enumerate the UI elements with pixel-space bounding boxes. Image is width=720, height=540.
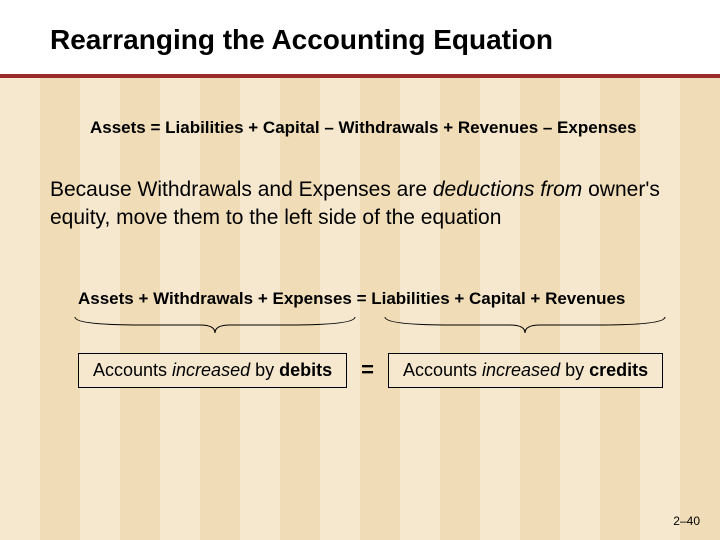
box-right-bold: credits [589,360,648,380]
box-credits: Accounts increased by credits [388,353,663,388]
box-debits: Accounts increased by debits [78,353,347,388]
equals-sign: = [361,357,374,383]
boxes-row: Accounts increased by debits = Accounts … [50,353,670,388]
brace-row [50,315,670,335]
box-left-bold: debits [279,360,332,380]
description-text: Because Withdrawals and Expenses are ded… [50,176,670,233]
box-right-italic: increased [482,360,560,380]
box-right-pre: Accounts [403,360,482,380]
title-underline [0,74,720,78]
equation-original: Assets = Liabilities + Capital – Withdra… [50,118,670,138]
page-number: 2–40 [673,514,700,528]
desc-pre: Because Withdrawals and Expenses are [50,178,433,201]
slide-title: Rearranging the Accounting Equation [0,0,720,74]
box-left-pre: Accounts [93,360,172,380]
brace-left [70,315,360,335]
box-right-mid: by [560,360,589,380]
equation-rearranged: Assets + Withdrawals + Expenses = Liabil… [50,289,670,309]
brace-right [380,315,670,335]
box-left-italic: increased [172,360,250,380]
content-area: Assets = Liabilities + Capital – Withdra… [0,118,720,388]
desc-italic: deductions from [433,178,582,201]
box-left-mid: by [250,360,279,380]
